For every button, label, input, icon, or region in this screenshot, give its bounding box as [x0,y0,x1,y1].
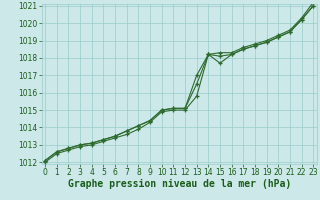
X-axis label: Graphe pression niveau de la mer (hPa): Graphe pression niveau de la mer (hPa) [68,179,291,189]
